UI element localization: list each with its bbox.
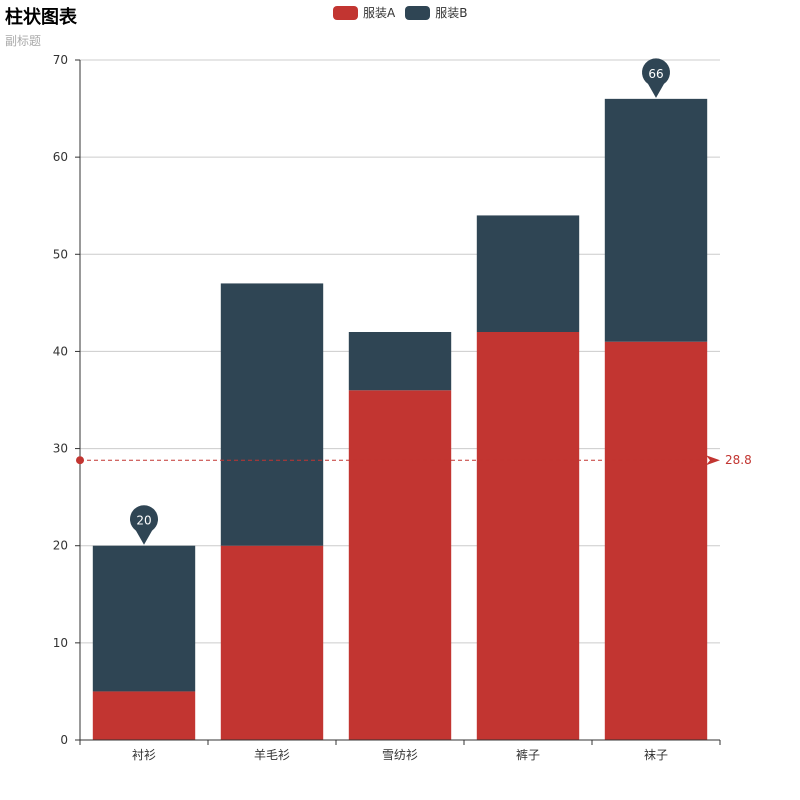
bar-series-a — [604, 341, 708, 740]
y-tick-label: 70 — [53, 53, 68, 67]
bar-series-a — [348, 390, 452, 740]
bar-series-a — [476, 332, 580, 740]
mark-point-label: 20 — [136, 514, 151, 528]
y-tick-label: 0 — [60, 733, 68, 747]
bar-series-b — [92, 545, 196, 692]
bar-series-b — [604, 98, 708, 342]
bar-series-b — [476, 215, 580, 332]
y-tick-label: 50 — [53, 247, 68, 261]
mark-point-pin — [130, 505, 158, 545]
legend-label-series-b: 服装B — [435, 6, 468, 20]
x-tick-label: 袜子 — [644, 748, 668, 762]
legend-item-series-b[interactable]: 服装B — [405, 4, 467, 21]
y-tick-label: 30 — [53, 442, 68, 456]
y-tick-label: 20 — [53, 539, 68, 553]
legend-label-series-a: 服装A — [363, 6, 396, 20]
markline-arrow — [706, 455, 720, 466]
chart-subtitle: 副标题 — [5, 34, 42, 48]
markline-label: 28.8 — [725, 453, 752, 467]
chart-title: 柱状图表 — [5, 7, 77, 28]
y-tick-label: 40 — [53, 344, 68, 358]
x-tick-label: 裤子 — [516, 748, 540, 762]
legend: 服装A 服装B — [333, 4, 467, 21]
y-tick-label: 60 — [53, 150, 68, 164]
x-tick-label: 雪纺衫 — [382, 748, 418, 762]
x-tick-label: 衬衫 — [132, 748, 156, 762]
bar-series-a — [220, 545, 324, 740]
bar-series-a — [92, 691, 196, 740]
legend-swatch-series-b — [405, 5, 431, 20]
bar-series-b — [348, 332, 452, 391]
mark-point-pin — [642, 58, 671, 98]
x-tick-label: 羊毛衫 — [254, 747, 290, 762]
bar-series-b — [220, 283, 324, 546]
y-tick-label: 10 — [53, 636, 68, 650]
mark-point-label: 66 — [648, 67, 663, 81]
legend-swatch-series-a — [333, 5, 358, 20]
legend-item-series-a[interactable]: 服装A — [333, 4, 395, 21]
